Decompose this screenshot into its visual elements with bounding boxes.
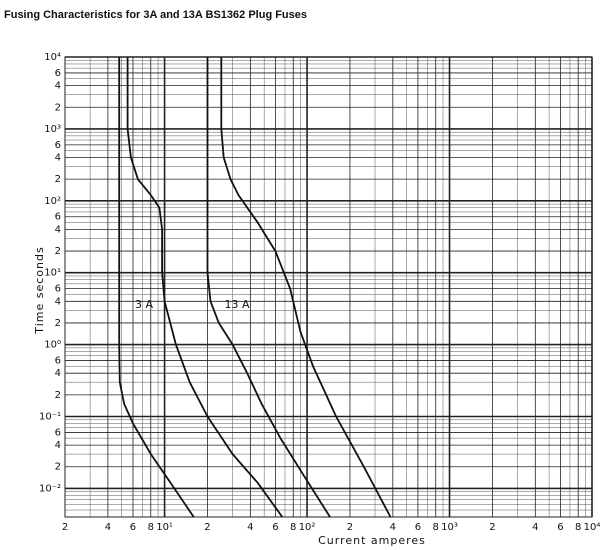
fuse-curve xyxy=(206,57,331,518)
chart-title: Fusing Characteristics for 3A and 13A BS… xyxy=(4,9,307,21)
x-tick-label: 8 xyxy=(575,522,581,533)
x-tick-label: 2 xyxy=(489,522,495,533)
x-tick-label: 6 xyxy=(557,522,563,533)
x-tick-label: 6 xyxy=(415,522,421,533)
fuse-curve xyxy=(220,57,392,518)
y-tick-label: 6 xyxy=(55,356,61,367)
y-tick-label: 2 xyxy=(55,102,61,113)
y-tick-label: 10¹ xyxy=(44,268,61,279)
x-tick-label: 8 xyxy=(433,522,439,533)
y-tick-label: 10⁻² xyxy=(39,483,61,494)
y-tick-label: 10³ xyxy=(44,124,61,135)
fuse-curve xyxy=(118,57,195,518)
y-tick-label: 2 xyxy=(55,318,61,329)
x-tick-label: 4 xyxy=(247,522,253,533)
curve-annotation: 3 A xyxy=(135,298,153,311)
y-tick-label: 10⁴ xyxy=(44,52,61,63)
y-tick-label: 4 xyxy=(55,368,61,379)
y-tick-label: 2 xyxy=(55,462,61,473)
y-tick-label: 10⁰ xyxy=(44,340,61,351)
x-tick-label: 6 xyxy=(130,522,136,533)
plot-frame xyxy=(64,56,593,518)
x-tick-label: 10² xyxy=(299,522,316,533)
x-axis-label: Current amperes xyxy=(318,534,426,547)
y-tick-label: 2 xyxy=(55,390,61,401)
y-tick-label: 4 xyxy=(55,224,61,235)
x-tick-label: 4 xyxy=(532,522,538,533)
y-tick-label: 4 xyxy=(55,153,61,164)
x-tick-label: 6 xyxy=(272,522,278,533)
x-tick-label: 2 xyxy=(204,522,210,533)
x-tick-label: 10⁴ xyxy=(584,522,600,533)
x-tick-label: 10¹ xyxy=(156,522,173,533)
x-tick-label: 8 xyxy=(290,522,296,533)
x-tick-label: 10³ xyxy=(441,522,458,533)
x-tick-label: 2 xyxy=(62,522,68,533)
y-tick-label: 6 xyxy=(55,212,61,223)
y-tick-label: 6 xyxy=(55,427,61,438)
y-tick-label: 4 xyxy=(55,81,61,92)
x-tick-label: 4 xyxy=(105,522,111,533)
x-tick-label: 4 xyxy=(390,522,396,533)
y-tick-label: 4 xyxy=(55,440,61,451)
y-tick-label: 10⁻¹ xyxy=(39,411,61,422)
x-tick-label: 8 xyxy=(148,522,154,533)
y-tick-label: 10² xyxy=(44,196,61,207)
fuse-curve xyxy=(126,57,284,518)
y-tick-label: 6 xyxy=(55,284,61,295)
y-tick-label: 4 xyxy=(55,296,61,307)
y-axis-label: Time seconds xyxy=(33,246,46,334)
x-tick-label: 2 xyxy=(347,522,353,533)
y-tick-label: 2 xyxy=(55,246,61,257)
y-tick-label: 6 xyxy=(55,140,61,151)
y-tick-label: 2 xyxy=(55,174,61,185)
y-tick-label: 6 xyxy=(55,68,61,79)
curve-annotation: 13 A xyxy=(224,298,249,311)
